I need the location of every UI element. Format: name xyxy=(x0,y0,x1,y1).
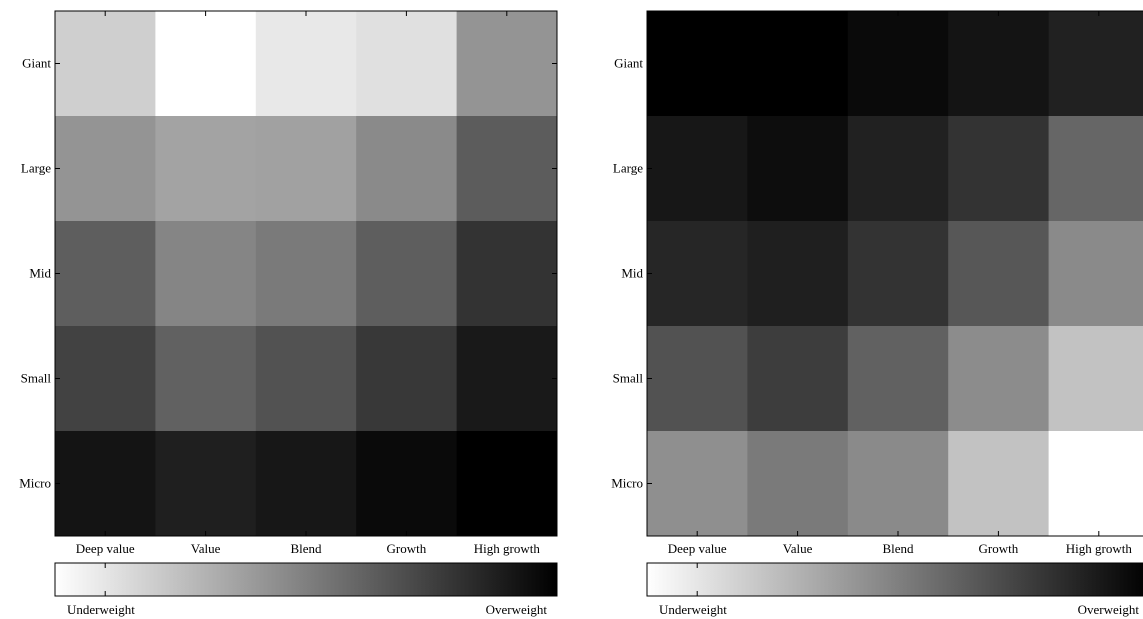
heatmap-cell xyxy=(356,431,458,537)
heatmap-cell xyxy=(456,431,558,537)
heatmap-cell xyxy=(747,431,849,537)
heatmap-cell xyxy=(255,326,357,432)
x-tick-label: Growth xyxy=(979,541,1019,556)
y-tick-label: Micro xyxy=(19,476,51,491)
x-tick-label: High growth xyxy=(474,541,541,556)
colorbar xyxy=(646,562,1143,597)
colorbar-high-label: Overweight xyxy=(486,602,548,617)
heatmap-cell xyxy=(948,11,1050,117)
heatmap-cell xyxy=(847,221,949,327)
heatmap-cell xyxy=(1048,116,1143,222)
x-tick-label: Blend xyxy=(290,541,322,556)
heatmap-cell xyxy=(647,326,748,432)
heatmap-cell xyxy=(55,326,156,432)
heatmap-cell xyxy=(647,11,748,117)
heatmap-cell xyxy=(155,431,257,537)
y-tick-label: Large xyxy=(21,161,51,176)
heatmap-cell xyxy=(456,326,558,432)
heatmap-cell xyxy=(847,431,949,537)
heatmap-cell xyxy=(647,116,748,222)
heatmap-cell xyxy=(55,11,156,117)
heatmap-cell xyxy=(747,11,849,117)
y-tick-label: Micro xyxy=(611,476,643,491)
y-tick-label: Mid xyxy=(29,266,51,281)
heatmap-cell xyxy=(948,221,1050,327)
x-tick-label: Value xyxy=(191,541,221,556)
heatmap-cell xyxy=(255,221,357,327)
x-tick-label: Deep value xyxy=(76,541,135,556)
heatmap-cell xyxy=(356,116,458,222)
colorbar-low-label: Underweight xyxy=(659,602,727,617)
heatmap-panel-2: Giant Large Mid Small Micro Deep value Value Bl… xyxy=(611,10,1143,617)
x-tick-label: Value xyxy=(783,541,813,556)
heatmap-cell xyxy=(1048,431,1143,537)
heatmap-cell xyxy=(356,221,458,327)
y-tick-label: Small xyxy=(613,371,644,386)
heatmap-cell xyxy=(356,326,458,432)
heatmap-cell xyxy=(747,221,849,327)
heatmap-panel-1: Giant Large Mid Small Micro Deep value Value Bl… xyxy=(19,10,558,617)
y-tick-label: Giant xyxy=(22,56,51,71)
heatmap-cell xyxy=(55,431,156,537)
y-tick-label: Small xyxy=(21,371,52,386)
heatmap-cell xyxy=(255,116,357,222)
heatmap-cell xyxy=(948,116,1050,222)
colorbar-low-label: Underweight xyxy=(67,602,135,617)
heatmap-cell xyxy=(456,11,558,117)
heatmap-cell xyxy=(1048,326,1143,432)
heatmap-cell xyxy=(55,221,156,327)
heatmap-cell xyxy=(1048,11,1143,117)
heatmap-cell xyxy=(155,116,257,222)
heatmap-cell xyxy=(647,431,748,537)
x-tick-label: Deep value xyxy=(668,541,727,556)
heatmap-cell xyxy=(747,326,849,432)
heatmap-cell xyxy=(647,221,748,327)
heatmap-cell xyxy=(847,326,949,432)
heatmap-cell xyxy=(1048,221,1143,327)
heatmap-cell xyxy=(747,116,849,222)
heatmap-cell xyxy=(356,11,458,117)
heatmap-cell xyxy=(255,431,357,537)
heatmap-cell xyxy=(155,11,257,117)
heatmap-cell xyxy=(55,116,156,222)
y-tick-label: Large xyxy=(613,161,643,176)
y-tick-label: Mid xyxy=(621,266,643,281)
colorbar xyxy=(54,562,558,597)
x-tick-label: High growth xyxy=(1066,541,1133,556)
x-tick-label: Blend xyxy=(882,541,914,556)
x-tick-label: Growth xyxy=(387,541,427,556)
heatmap-cell xyxy=(847,11,949,117)
heatmap-cell xyxy=(948,431,1050,537)
heatmap-cell xyxy=(456,116,558,222)
colorbar-high-label: Overweight xyxy=(1078,602,1140,617)
heatmap-cell xyxy=(155,221,257,327)
heatmap-cell xyxy=(155,326,257,432)
heatmap-cell xyxy=(456,221,558,327)
heatmap-cell xyxy=(255,11,357,117)
heatmap-cell xyxy=(948,326,1050,432)
heatmap-cell xyxy=(847,116,949,222)
y-tick-label: Giant xyxy=(614,56,643,71)
